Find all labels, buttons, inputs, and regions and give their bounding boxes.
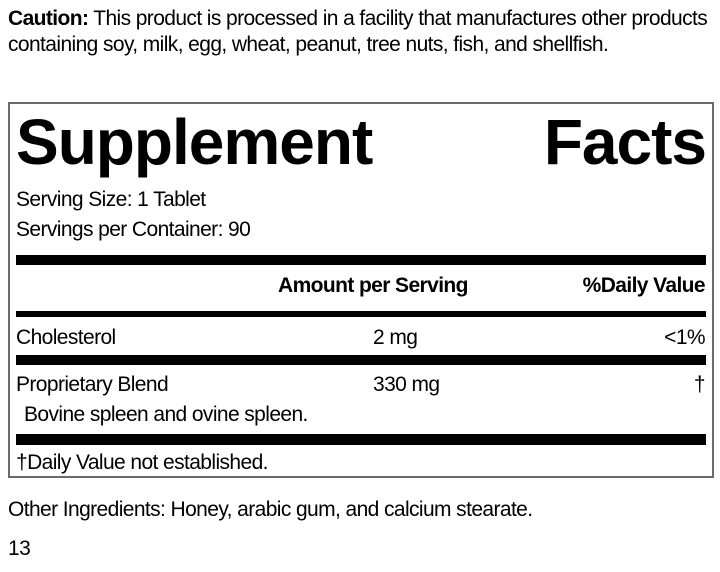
divider-thick	[16, 434, 706, 445]
column-header-amount: Amount per Serving	[278, 274, 468, 297]
divider-thick	[16, 255, 706, 265]
column-header-daily-value: %Daily Value	[582, 274, 706, 297]
row-cholesterol-dv: <1%	[664, 326, 705, 349]
servings-per-container: Servings per Container: 90	[16, 218, 251, 241]
serving-size: Serving Size: 1 Tablet	[16, 188, 206, 211]
divider	[16, 311, 706, 317]
title-word-supplement: Supplement	[16, 106, 373, 178]
other-ingredients: Other Ingredients: Honey, arabic gum, an…	[8, 498, 533, 521]
product-code: 13	[8, 537, 31, 560]
row-blend-amount: 330 mg	[373, 373, 440, 396]
caution-text: This product is processed in a facility …	[8, 7, 708, 56]
row-blend-dv: †	[693, 373, 706, 396]
title-word-facts: Facts	[543, 106, 707, 178]
divider-thick	[16, 355, 706, 365]
caution-statement: Caution: This product is processed in a …	[8, 6, 708, 58]
footnote: †Daily Value not established.	[16, 451, 268, 474]
row-cholesterol-name: Cholesterol	[16, 326, 116, 349]
row-blend-sub: Bovine spleen and ovine spleen.	[24, 403, 308, 426]
caution-label: Caution:	[8, 7, 89, 30]
row-blend-name: Proprietary Blend	[16, 373, 169, 396]
panel-title: Supplement Facts	[16, 104, 707, 180]
supplement-facts-panel	[8, 102, 714, 478]
row-cholesterol-amount: 2 mg	[373, 326, 418, 349]
